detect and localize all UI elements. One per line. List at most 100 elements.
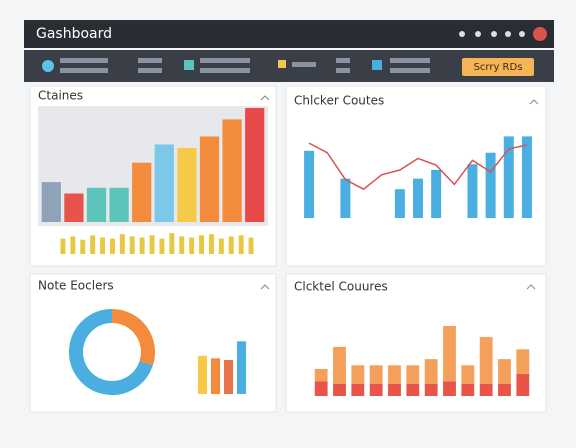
icon bbox=[184, 60, 194, 70]
bar-segment bbox=[498, 383, 511, 396]
icon bbox=[42, 60, 54, 72]
bar-segment bbox=[443, 381, 456, 396]
bar-segment bbox=[461, 365, 475, 384]
bar-segment bbox=[333, 346, 346, 384]
text-placeholder bbox=[60, 68, 108, 73]
text-placeholder bbox=[292, 62, 316, 67]
icon bbox=[505, 31, 511, 37]
bar bbox=[431, 170, 442, 218]
icon bbox=[372, 60, 382, 70]
bar bbox=[208, 234, 214, 254]
bar bbox=[503, 136, 514, 218]
icon bbox=[491, 31, 497, 37]
bar-segment bbox=[314, 381, 328, 396]
bar bbox=[467, 164, 478, 218]
bar bbox=[132, 162, 152, 222]
bar bbox=[109, 238, 115, 254]
panel-title: Clcktel Couures bbox=[294, 280, 388, 294]
icon bbox=[459, 31, 465, 37]
bar-segment bbox=[351, 365, 365, 384]
bar-segment bbox=[443, 325, 456, 382]
bar bbox=[223, 360, 234, 394]
bar bbox=[139, 237, 145, 254]
bar bbox=[129, 236, 135, 254]
avatar[interactable] bbox=[533, 27, 547, 41]
bar bbox=[394, 189, 405, 218]
bar bbox=[236, 341, 247, 394]
text-placeholder bbox=[200, 58, 250, 63]
text-placeholder bbox=[60, 58, 108, 63]
app-title: Gashboard bbox=[36, 26, 112, 42]
toolbar-items bbox=[42, 58, 430, 73]
collapse-icons[interactable] bbox=[260, 95, 539, 290]
icon bbox=[519, 31, 525, 37]
bar bbox=[218, 238, 224, 254]
bar bbox=[197, 355, 208, 394]
button-label[interactable]: Scrry RDs bbox=[474, 62, 523, 73]
bar bbox=[228, 236, 234, 254]
bar-segment bbox=[516, 373, 530, 396]
icon bbox=[278, 60, 286, 68]
bar bbox=[177, 147, 197, 222]
title-bar bbox=[24, 20, 554, 48]
bar-segment bbox=[406, 365, 420, 384]
window-icons bbox=[459, 27, 547, 41]
bar-segment bbox=[516, 349, 530, 374]
text-placeholder bbox=[336, 68, 350, 73]
text-placeholder bbox=[200, 68, 250, 73]
bar bbox=[149, 235, 155, 254]
bar-segment bbox=[479, 383, 493, 396]
panel bbox=[285, 85, 547, 267]
bar bbox=[199, 136, 220, 222]
bar-segment bbox=[314, 368, 328, 382]
bar bbox=[70, 236, 76, 254]
bar bbox=[248, 237, 254, 254]
text-placeholder bbox=[336, 58, 350, 63]
bar-segment bbox=[333, 383, 346, 396]
bar bbox=[90, 235, 96, 254]
bar bbox=[109, 187, 129, 222]
donut-segment bbox=[69, 309, 153, 395]
bar-segment bbox=[406, 383, 420, 396]
bar bbox=[245, 108, 265, 222]
panel-title: Note Eoclers bbox=[38, 279, 114, 293]
bar bbox=[159, 238, 165, 254]
bar bbox=[210, 358, 221, 394]
bar bbox=[304, 150, 315, 218]
line bbox=[308, 142, 528, 191]
bar-segment bbox=[388, 383, 401, 396]
bar bbox=[521, 136, 532, 218]
bar bbox=[199, 235, 205, 254]
bar bbox=[179, 236, 185, 254]
bar-segment bbox=[369, 383, 383, 396]
bar bbox=[238, 235, 244, 254]
bar bbox=[60, 238, 66, 254]
panels bbox=[29, 85, 547, 413]
bar bbox=[100, 237, 106, 254]
bar-segment bbox=[479, 337, 493, 384]
action-button[interactable] bbox=[462, 58, 534, 76]
bar bbox=[154, 144, 174, 222]
bar-segment bbox=[461, 383, 475, 396]
icon bbox=[475, 31, 481, 37]
panel-title: Ctaines bbox=[38, 89, 83, 103]
bar-segment bbox=[424, 359, 438, 384]
bar bbox=[86, 187, 107, 222]
bar-segment bbox=[369, 365, 383, 384]
bar bbox=[41, 182, 61, 222]
bar bbox=[119, 234, 125, 254]
bar-segment bbox=[424, 383, 438, 396]
bar bbox=[64, 193, 84, 222]
text-placeholder bbox=[138, 58, 162, 63]
bar bbox=[80, 239, 86, 254]
panel-title: Chlcker Coutes bbox=[294, 94, 384, 108]
bar-segment bbox=[351, 383, 365, 396]
bar bbox=[169, 233, 175, 254]
bar bbox=[340, 178, 351, 218]
text-placeholder bbox=[390, 58, 430, 63]
bar bbox=[189, 237, 195, 254]
text-placeholder bbox=[138, 68, 162, 73]
bar bbox=[222, 119, 242, 222]
donut-segment bbox=[111, 309, 155, 366]
